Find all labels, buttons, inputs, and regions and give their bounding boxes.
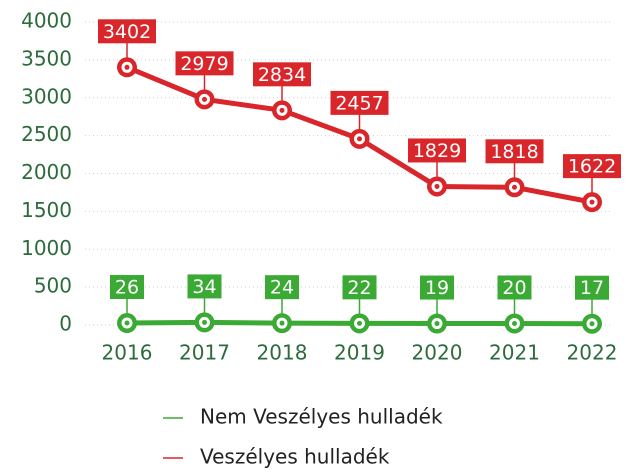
y-tick-label: 4000 xyxy=(21,9,72,33)
label-box xyxy=(330,90,389,115)
data-label: 2979 xyxy=(180,53,228,75)
label-box xyxy=(110,275,144,300)
marker-dot xyxy=(434,183,440,189)
marker-dot xyxy=(279,320,285,326)
data-label: 2834 xyxy=(258,64,306,86)
y-tick-label: 1000 xyxy=(21,236,72,260)
data-label: 26 xyxy=(115,277,139,299)
label-box xyxy=(563,154,621,179)
x-tick-label: 2017 xyxy=(179,341,230,365)
data-label: 20 xyxy=(502,277,526,299)
label-box xyxy=(408,138,466,163)
marker-dot xyxy=(357,320,362,326)
label-box xyxy=(187,274,222,299)
data-label: 1829 xyxy=(413,140,461,162)
y-tick-label: 3500 xyxy=(21,46,72,70)
x-tick-label: 2021 xyxy=(489,341,540,365)
label-box xyxy=(497,275,532,300)
label-box xyxy=(342,275,377,300)
data-label: 34 xyxy=(192,276,216,298)
y-tick-label: 500 xyxy=(34,274,72,298)
data-label: 1622 xyxy=(568,156,616,178)
label-box xyxy=(420,275,454,300)
data-label: 17 xyxy=(580,277,604,299)
x-tick-label: 2022 xyxy=(567,341,618,365)
y-tick-label: 3000 xyxy=(21,84,72,108)
data-label: 3402 xyxy=(103,21,151,43)
label-box xyxy=(575,275,609,300)
marker-dot xyxy=(124,320,130,326)
data-label: 2457 xyxy=(335,92,383,114)
label-box xyxy=(175,51,234,76)
data-label: 22 xyxy=(347,277,371,299)
y-tick-label: 1500 xyxy=(21,198,72,222)
marker-dot xyxy=(202,96,207,102)
marker-dot xyxy=(202,319,207,325)
marker-dot xyxy=(124,64,130,70)
marker-dot xyxy=(279,107,285,113)
x-tick-label: 2019 xyxy=(334,341,385,365)
legend-label: Veszélyes hulladék xyxy=(200,445,390,469)
marker-dot xyxy=(589,199,595,205)
marker-dot xyxy=(434,321,440,327)
marker-dot xyxy=(357,136,362,142)
marker-dot xyxy=(512,320,517,326)
marker-dot xyxy=(512,184,517,190)
data-label: 24 xyxy=(270,277,294,299)
label-box xyxy=(253,62,311,87)
label-box xyxy=(98,19,156,44)
legend-label: Nem Veszélyes hulladék xyxy=(200,405,443,429)
y-tick-label: 2500 xyxy=(21,122,72,146)
data-label: 1818 xyxy=(490,141,538,163)
marker-dot xyxy=(589,321,595,327)
x-tick-label: 2020 xyxy=(412,341,463,365)
label-box xyxy=(485,139,544,164)
y-tick-label: 2000 xyxy=(21,160,72,184)
label-box xyxy=(265,275,299,300)
y-tick-label: 0 xyxy=(59,312,72,336)
x-tick-label: 2016 xyxy=(102,341,153,365)
x-tick-label: 2018 xyxy=(257,341,308,365)
data-label: 19 xyxy=(425,277,449,299)
